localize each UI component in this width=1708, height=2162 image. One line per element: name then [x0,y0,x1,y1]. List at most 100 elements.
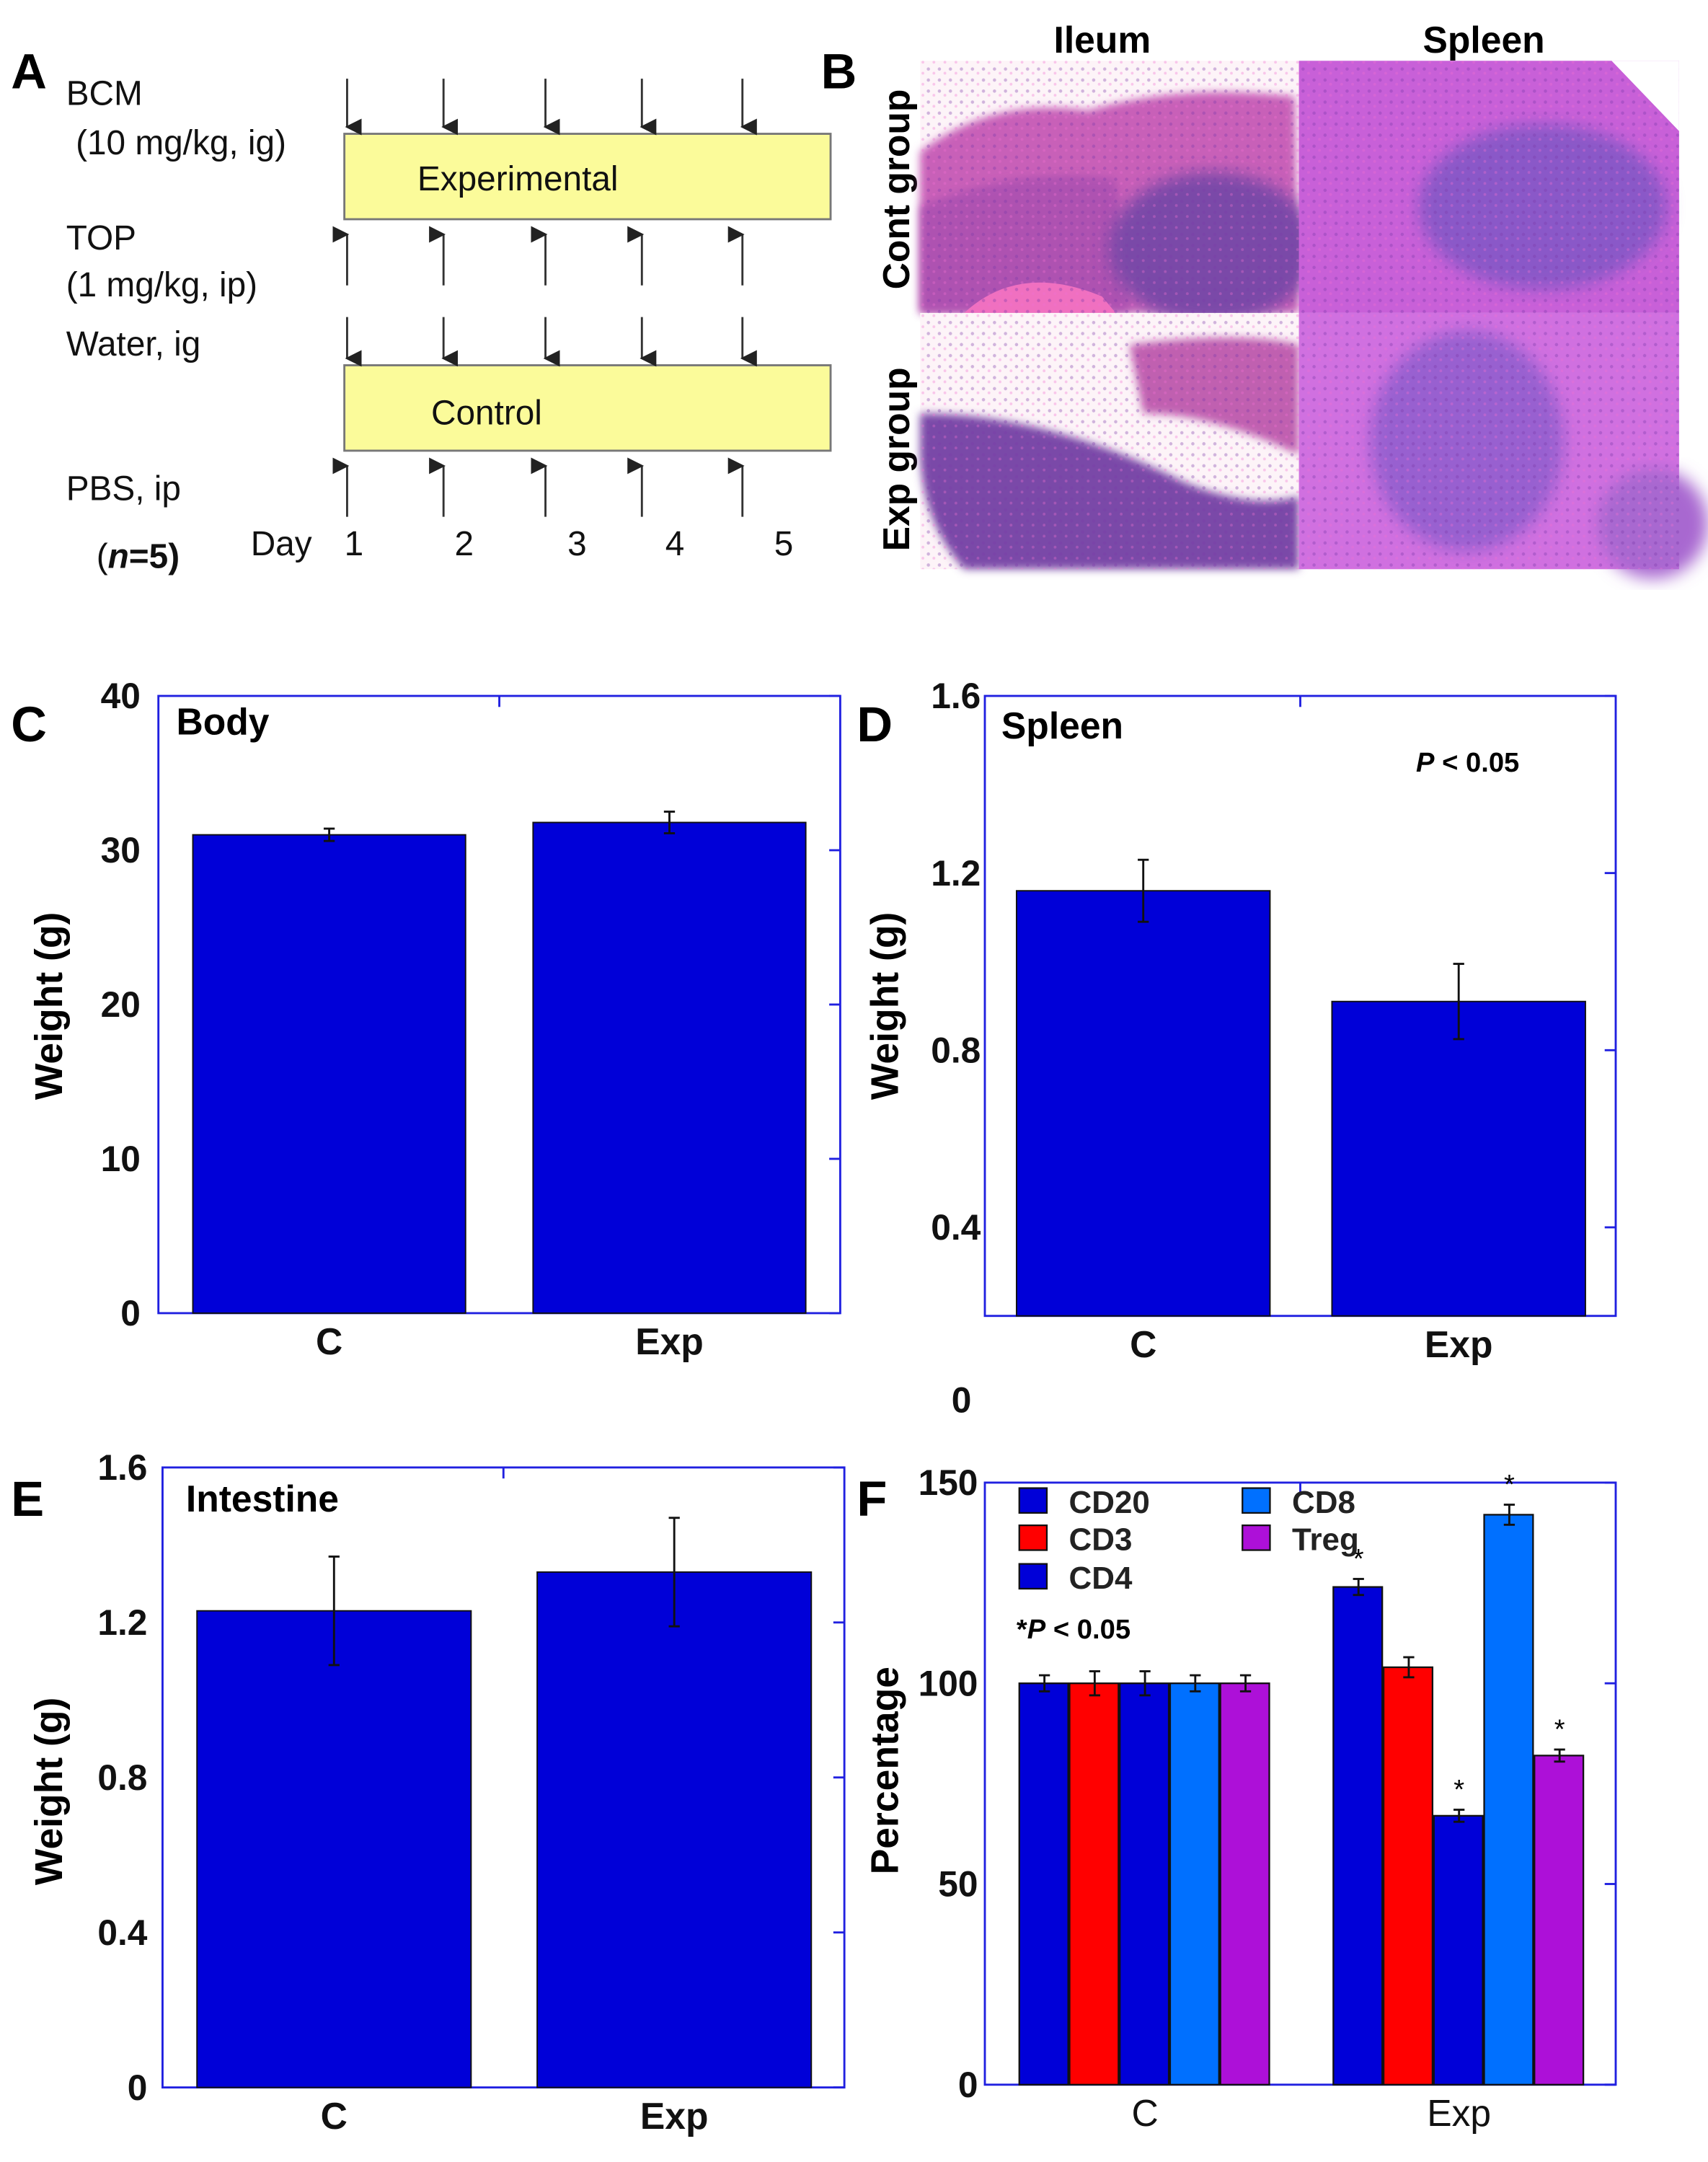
day-number: 3 [567,525,587,563]
y-tick-label: 0.4 [97,1912,147,1953]
x-tick-label: Exp [1425,1323,1493,1365]
panel-b-histology: Ileum Spleen Cont group Exp group [875,19,1708,579]
ileum-control-image [920,61,1316,325]
significance-star: * [1554,1714,1565,1745]
y-tick-label: 100 [919,1663,978,1703]
y-tick-label: 20 [101,984,141,1025]
bar-cd20-exp [1332,1586,1384,2086]
day-label: Day [251,525,312,563]
y-tick-label: 40 [101,676,141,716]
experimental-box-label: Experimental [417,160,619,198]
x-tick-label: Exp [1427,2092,1491,2134]
chart-c: 0 10 20 30 40 Weight (g) Body C Exp [28,676,841,1362]
bar-cd20-c [1018,1682,1069,2086]
top-label: TOP [66,219,136,257]
ileum-exp-image [920,312,1299,570]
legend-label-treg: Treg [1292,1522,1359,1558]
bar-exp [532,821,807,1314]
legend-swatch-cd4 [1018,1563,1048,1590]
y-tick-label: 30 [101,830,141,870]
x-tick-label: C [321,2095,348,2137]
x-tick-label: Exp [640,2095,709,2137]
p-star: * [1017,1614,1027,1645]
bar-cd8-c [1169,1682,1220,2086]
legend-swatch-cd20 [1018,1487,1048,1514]
charts: 0 10 20 30 40 Weight (g) Body C Exp 0.4 0.8 1.2 1.6 W… [28,676,1617,2137]
panel-a-schematic: BCM (10 mg/kg, ig) Experimental TOP (1 m… [66,74,832,575]
y-tick-label: 1.2 [97,1602,147,1643]
spleen-exp-image [1298,312,1708,579]
p-rest: < 0.05 [1434,747,1519,778]
y-tick-label: 0 [128,2068,148,2108]
panel-label-d: D [857,697,893,752]
experimental-box [343,133,832,221]
y-tick-label: 10 [101,1139,141,1179]
legend-swatch-cd8 [1242,1487,1271,1514]
bar-cd3-exp [1382,1666,1434,2086]
row-cont-group: Cont group [875,89,917,290]
control-box [343,364,832,452]
p-italic: P [1027,1614,1046,1645]
bar-cd3-c [1068,1682,1120,2086]
x-tick-label: C [316,1320,342,1362]
y-tick-label: 1.6 [97,1447,147,1488]
day-number: 4 [665,525,685,563]
bcm-dose-label: (10 mg/kg, ig) [76,124,286,162]
panel-label-a: A [11,43,47,99]
y-tick-label: 150 [919,1462,978,1503]
y-axis-label: Weight (g) [28,912,71,1100]
panel-label-b: B [821,43,857,99]
p-value-annotation: P < 0.05 [1416,747,1519,778]
top-dose-label: (1 mg/kg, ip) [66,266,257,304]
bar-treg-exp [1534,1755,1585,2086]
p-value-annotation: *P < 0.05 [1017,1614,1130,1645]
chart-title: Body [177,701,270,743]
significance-star: * [1453,1774,1464,1805]
y-tick-label: 50 [938,1864,978,1905]
y-tick-label: 1.2 [931,853,981,894]
bar-cd4-exp [1433,1814,1484,2086]
x-tick-label: C [1130,1323,1156,1365]
x-tick-label: C [1131,2092,1158,2134]
bar-exp [536,1571,813,2088]
panel-label-f: F [857,1471,887,1527]
water-label: Water, ig [66,325,201,363]
chart-title: Intestine [186,1478,339,1519]
panel-label-e: E [11,1471,44,1527]
dose-arrows [332,79,757,517]
bar-c [192,834,466,1314]
p-rest: < 0.05 [1045,1614,1130,1645]
x-tick-label: Exp [635,1320,704,1362]
row-exp-group: Exp group [875,367,917,551]
day-number: 2 [454,525,474,563]
legend-label-cd8: CD8 [1292,1485,1355,1520]
y-tick-label: 1.6 [931,676,981,716]
day-number: 1 [345,525,364,563]
y-tick-label-zero: 0 [952,1380,972,1420]
legend-swatch-treg [1242,1524,1271,1551]
legend-label-cd4: CD4 [1069,1561,1133,1596]
day-number: 5 [774,525,794,563]
control-box-label: Control [431,394,542,433]
y-axis-label: Percentage [864,1667,907,1874]
chart-d: 0.4 0.8 1.2 1.6 Weight (g) Spleen 0 C Exp P < 0.0… [864,676,1617,1420]
bar-c [1015,890,1271,1317]
legend-label-cd20: CD20 [1069,1485,1150,1520]
y-tick-label: 0.8 [97,1757,147,1798]
n-label: (n=5) [97,537,180,575]
bcm-label: BCM [66,74,143,112]
spleen-control-image [1298,61,1679,313]
y-tick-label: 0 [120,1293,141,1333]
p-italic: P [1416,747,1435,778]
bar-exp [1331,1000,1586,1317]
panel-label-c: C [11,697,47,752]
y-tick-label: 0.4 [931,1207,981,1248]
day-numbers: 1 2 3 4 5 [345,525,794,563]
bar-cd8-exp [1483,1514,1534,2086]
bar-c [196,1610,472,2088]
y-axis-label: Weight (g) [28,1698,71,1885]
pbs-label: PBS, ip [66,470,181,508]
y-tick-label: 0.8 [931,1030,981,1070]
